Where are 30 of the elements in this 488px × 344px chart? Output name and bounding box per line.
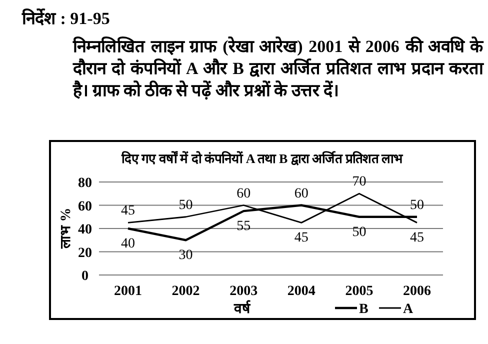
y-tick-label: 80 [78, 176, 92, 191]
data-label: 50 [352, 224, 366, 240]
data-label: 50 [178, 198, 193, 213]
legend-label: A [403, 302, 414, 317]
chart-title: दिए गए वर्षों में दो कंपनियों A तथा B द्वारा अर्जित प्रतिशत लाभ [120, 151, 404, 166]
y-tick-label: 60 [78, 199, 92, 214]
x-tick-label: 2002 [172, 284, 200, 299]
x-tick-label: 2005 [345, 284, 374, 299]
data-label: 50 [410, 198, 424, 213]
data-label: 70 [352, 174, 366, 190]
y-tick-label: 20 [78, 246, 92, 261]
data-label: 45 [121, 204, 135, 219]
x-axis-title: वर्ष [233, 300, 251, 317]
data-label: 60 [294, 186, 308, 202]
data-label: 30 [178, 248, 193, 264]
x-tick-label: 2003 [230, 284, 258, 299]
y-axis-title: लाभ % [59, 208, 74, 250]
data-label: 45 [410, 230, 424, 246]
y-tick-label: 0 [82, 269, 88, 284]
legend-label: B [359, 302, 368, 317]
x-tick-label: 2006 [403, 284, 431, 299]
x-tick-label: 2004 [287, 284, 316, 299]
data-label: 60 [236, 186, 251, 202]
text: निर्देश : 91-95 [22, 8, 110, 29]
x-tick-label: 2001 [114, 284, 142, 299]
y-tick-label: 40 [78, 222, 92, 238]
data-label: 55 [236, 219, 251, 234]
data-label: 45 [294, 230, 308, 246]
data-label: 40 [121, 236, 135, 252]
text: निम्नलिखित लाइन ग्राफ (रेखा आरेख) 2001 से 2006 की अवधि के दौरान दो कंपनियों A और B द्वारा अर्जित प्रतिशत लाभ प्रदान करता है। ग्राफ को ठीक से पढ़ें और प्रश्नों के उत्तर दें। [73, 36, 483, 102]
